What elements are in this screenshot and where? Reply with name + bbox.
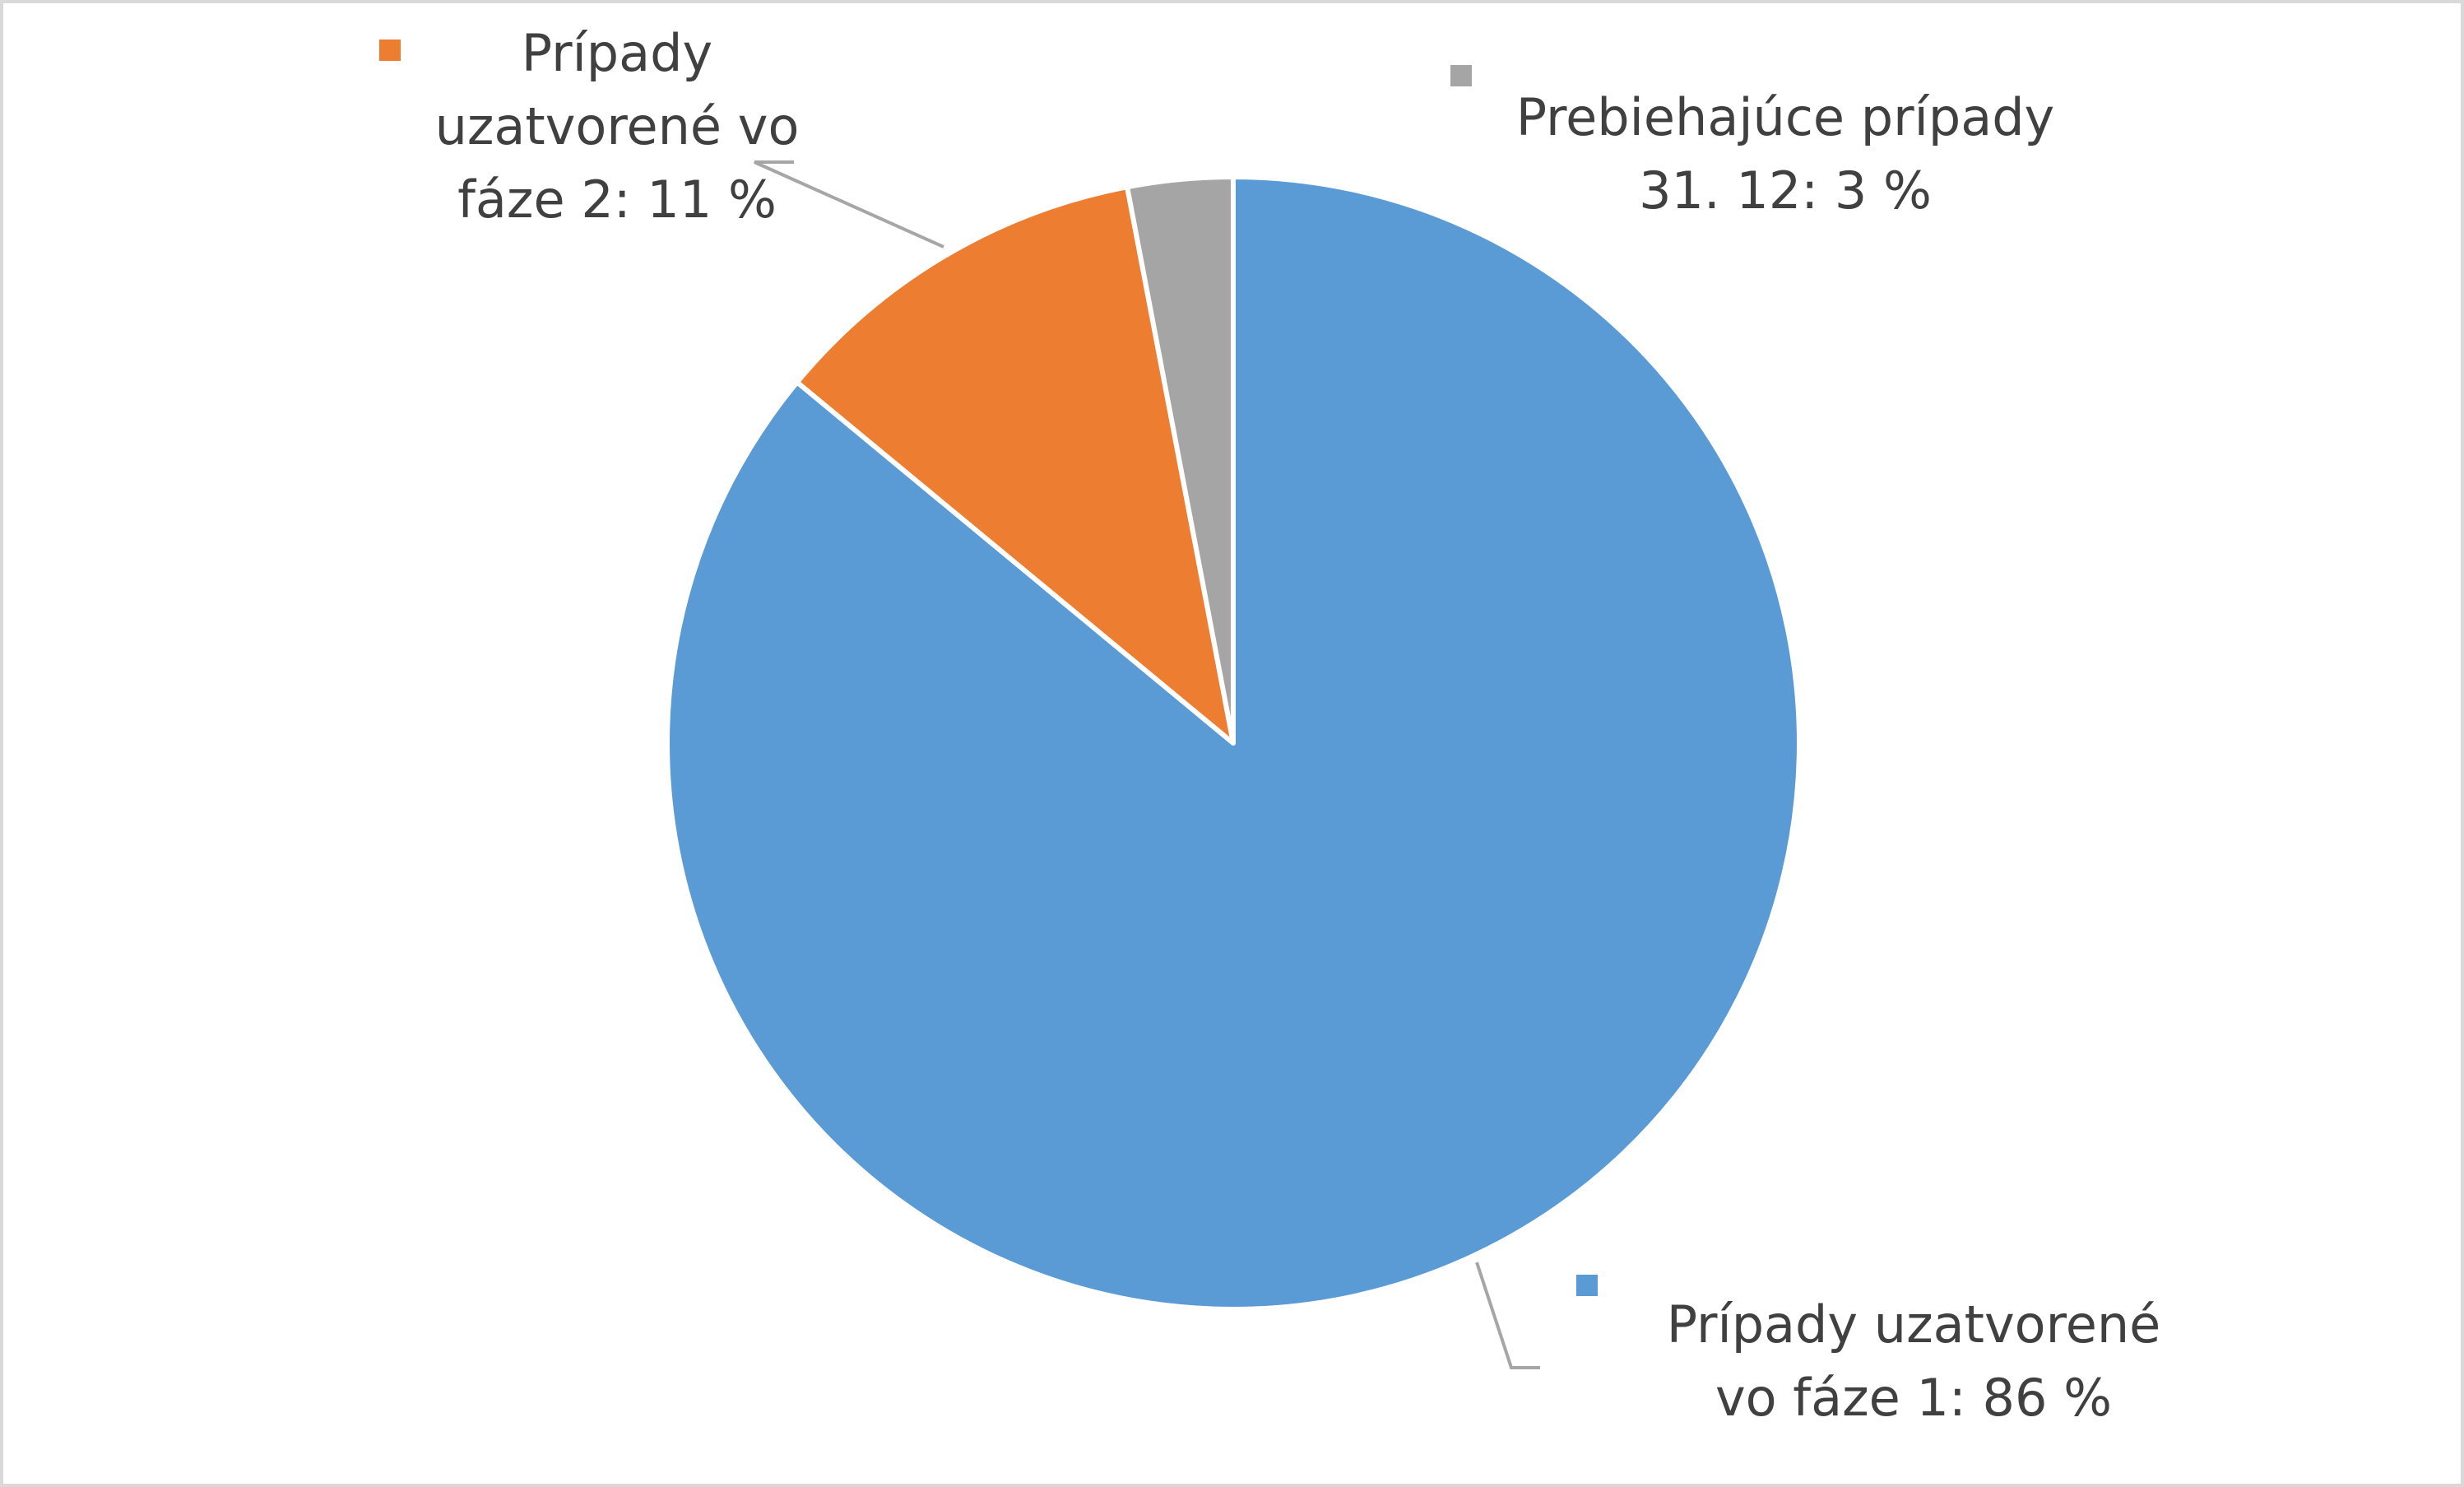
data-label-line: 31. 12: 3 %	[1639, 160, 1932, 221]
data-label-line: fáze 2: 11 %	[457, 170, 777, 230]
legend-marker	[379, 39, 401, 61]
pie-slice	[794, 184, 1236, 746]
data-label: Prípady uzatvorené vo fáze 1: 86 %	[1667, 1294, 2161, 1428]
pie-slice	[1125, 174, 1236, 746]
leader-line	[754, 160, 944, 249]
data-label: Prípady uzatvorené vo fáze 2: 11 %	[435, 23, 800, 230]
data-label-line: Prípady uzatvorené	[1667, 1294, 2161, 1355]
pie-slice	[665, 174, 1802, 1312]
data-label-line: Prebiehajúce prípady	[1516, 87, 2055, 147]
legend-marker	[1450, 65, 1472, 86]
data-label-line: uzatvorené vo	[435, 96, 800, 156]
leader-line	[1475, 1262, 1540, 1369]
data-label-line: Prípady	[522, 23, 712, 83]
legend-marker	[1576, 1275, 1598, 1296]
data-label-line: vo fáze 1: 86 %	[1715, 1368, 2112, 1428]
data-label: Prebiehajúce prípady 31. 12: 3 %	[1516, 87, 2055, 221]
